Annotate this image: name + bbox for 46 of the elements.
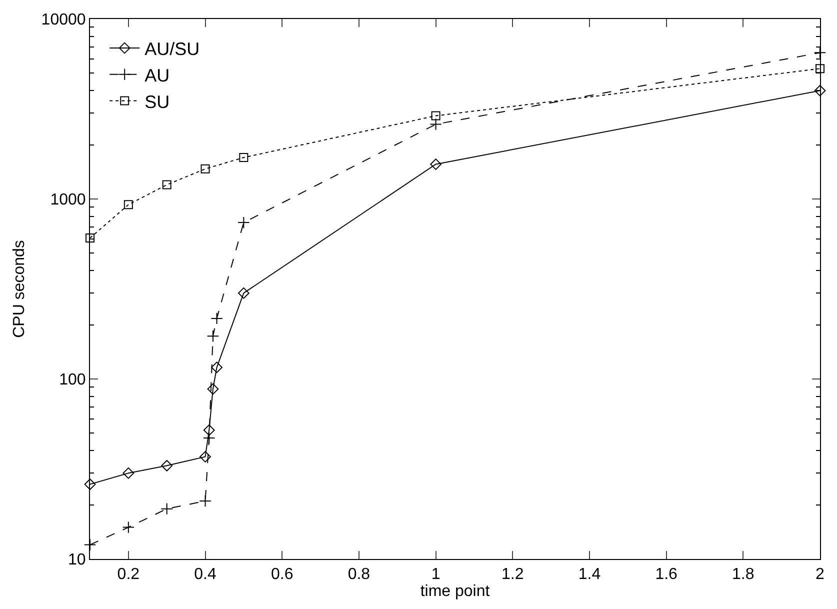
x-axis-title: time point [420,583,490,600]
point [200,451,211,462]
point [430,118,442,130]
point [122,467,134,479]
point [199,494,212,508]
y-tick-label: 1000 [50,192,86,209]
point [211,362,222,374]
point [203,432,216,444]
x-tick-label: 0.2 [117,566,140,584]
point [238,287,250,299]
point [816,64,824,74]
y-tick-label: 10 [68,552,86,569]
x-tick-label: 1.2 [502,566,524,584]
point [239,153,248,162]
point [210,312,223,325]
x-tick-label: 1.4 [578,566,601,584]
point [161,460,173,472]
point [124,200,133,210]
legend-label: SU [144,92,170,112]
point [814,46,826,59]
point [431,111,440,120]
point [86,234,94,243]
point [207,383,219,395]
x-tick-label: 1 [431,566,440,584]
x-tick-label: 0.4 [194,566,216,584]
x-tick-label: 0.6 [270,566,294,584]
point [814,84,826,96]
x-tick-label: 1.6 [655,566,678,584]
y-tick-label: 100 [59,372,86,389]
legend-label: AU/SU [144,39,200,60]
x-tick-label: 1.8 [732,566,754,584]
point [238,216,250,229]
point [84,478,96,490]
point [162,180,172,190]
x-tick-label: 0.8 [348,566,370,584]
point [430,158,442,170]
x-tick-label: 2 [816,566,825,584]
point [203,424,215,436]
legend-label: AU [144,65,170,86]
point [206,330,220,342]
y-tick-label: 10000 [41,12,86,29]
y-axis-title: CPU seconds [11,240,28,338]
point [84,538,96,551]
point [122,521,135,534]
point [160,502,173,515]
point [200,164,210,174]
